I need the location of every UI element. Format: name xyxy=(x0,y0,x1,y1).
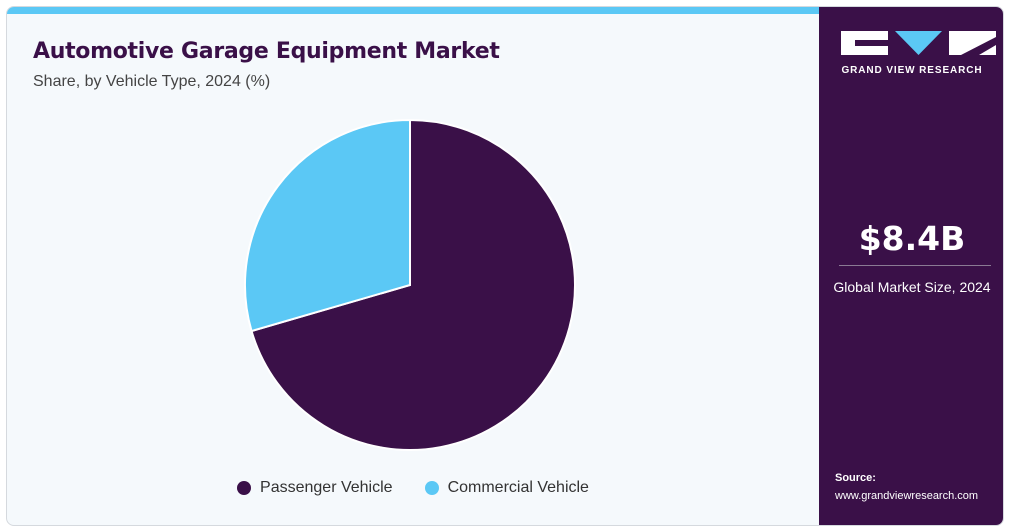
report-card: Automotive Garage Equipment Market Share… xyxy=(6,6,1004,526)
chart-legend: Passenger Vehicle Commercial Vehicle xyxy=(7,479,819,497)
source-link[interactable]: www.grandviewresearch.com xyxy=(835,490,979,502)
pie-chart xyxy=(244,118,576,451)
pie-slice-commercial-vehicle xyxy=(244,118,411,333)
legend-item-passenger-vehicle: Passenger Vehicle xyxy=(237,479,393,497)
accent-bar xyxy=(7,7,819,14)
source-label: Source: xyxy=(835,472,876,484)
divider xyxy=(839,265,991,266)
brand-name: GRAND VIEW RESEARCH xyxy=(841,65,983,76)
legend-swatch-commercial-vehicle xyxy=(424,481,439,495)
sidebar-panel: GRAND VIEW RESEARCH $8.4B Global Market … xyxy=(819,7,1003,525)
grand-view-research-logo xyxy=(841,31,996,55)
chart-subtitle: Share, by Vehicle Type, 2024 (%) xyxy=(33,73,271,90)
legend-item-commercial-vehicle: Commercial Vehicle xyxy=(424,479,589,497)
legend-label-passenger-vehicle: Passenger Vehicle xyxy=(260,479,393,496)
legend-swatch-passenger-vehicle xyxy=(237,481,252,495)
market-size-value: $8.4B xyxy=(858,219,966,258)
chart-title: Automotive Garage Equipment Market xyxy=(33,39,500,64)
pie-slice-passenger-vehicle xyxy=(250,118,576,451)
legend-label-commercial-vehicle: Commercial Vehicle xyxy=(447,479,589,496)
market-size-caption: Global Market Size, 2024 xyxy=(833,279,991,295)
